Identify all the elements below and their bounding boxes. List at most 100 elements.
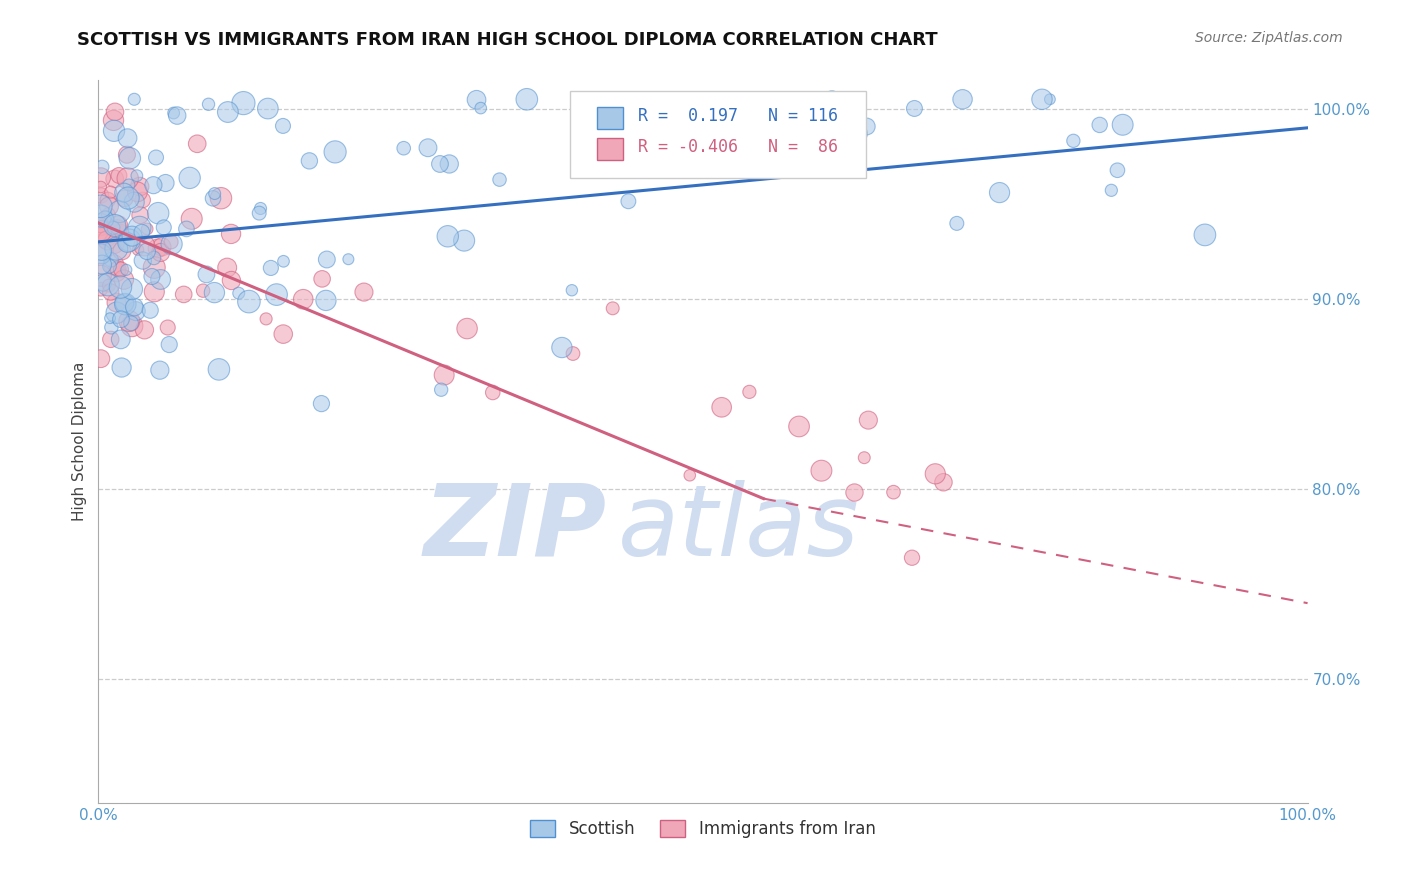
Point (132, 253, 155, 268)
Point (98, 311, 121, 326)
Point (551, 341, 574, 355)
Point (90, 218, 112, 232)
Point (136, 244, 159, 259)
Point (201, 191, 224, 205)
Point (107, 262, 129, 277)
Point (149, 272, 172, 286)
Point (124, 300, 146, 314)
Point (204, 285, 226, 300)
Point (121, 229, 143, 244)
Point (217, 260, 239, 275)
Point (110, 312, 132, 326)
Point (903, 102, 925, 116)
Point (1194, 227, 1216, 242)
Point (103, 124, 125, 138)
Point (208, 362, 231, 376)
Point (98, 260, 121, 274)
Text: R = -0.406   N =  86: R = -0.406 N = 86 (638, 138, 838, 156)
Point (98, 199, 121, 213)
Point (90, 170, 112, 185)
Point (430, 383, 453, 397)
Point (516, 92, 538, 106)
Point (337, 252, 360, 267)
Point (228, 286, 250, 301)
Point (853, 450, 876, 465)
Point (146, 241, 169, 255)
Point (90, 247, 112, 261)
Point (96, 233, 118, 247)
Point (157, 337, 180, 351)
Point (844, 485, 866, 500)
Point (254, 312, 277, 326)
Point (111, 244, 134, 258)
Point (100, 185, 122, 199)
Point (988, 186, 1011, 200)
Point (160, 235, 183, 249)
Point (197, 97, 219, 112)
Point (112, 186, 135, 200)
Point (90, 213, 112, 227)
Point (100, 285, 122, 299)
Point (315, 293, 337, 308)
Point (488, 172, 510, 186)
Point (104, 171, 127, 186)
Point (142, 178, 165, 193)
Point (298, 153, 321, 168)
Point (122, 92, 145, 106)
Point (91, 258, 114, 272)
Point (103, 258, 125, 272)
Point (1111, 118, 1133, 132)
Point (561, 283, 583, 297)
Point (247, 206, 270, 220)
Point (100, 252, 122, 267)
Point (815, 132, 838, 146)
Point (436, 229, 458, 244)
Point (90, 227, 112, 242)
Point (90, 351, 112, 366)
Point (90, 199, 112, 213)
Point (1107, 163, 1129, 178)
Point (232, 96, 254, 111)
Point (273, 254, 295, 268)
Point (112, 296, 135, 310)
Point (173, 287, 195, 301)
Point (125, 169, 148, 183)
FancyBboxPatch shape (596, 138, 623, 160)
Point (217, 105, 239, 120)
Point (118, 314, 141, 328)
Point (143, 285, 166, 299)
Point (152, 220, 174, 235)
Point (98, 278, 121, 293)
Point (136, 222, 159, 236)
Point (107, 222, 129, 236)
Point (141, 269, 163, 284)
Point (121, 282, 143, 296)
Point (271, 327, 294, 342)
Point (148, 206, 170, 220)
Point (107, 218, 129, 232)
Point (901, 550, 924, 565)
Point (946, 216, 969, 230)
Point (562, 346, 585, 360)
Point (179, 170, 201, 185)
Point (105, 295, 128, 310)
Point (114, 296, 136, 310)
Text: Source: ZipAtlas.com: Source: ZipAtlas.com (1195, 31, 1343, 45)
Point (115, 263, 138, 277)
Point (118, 151, 141, 165)
Point (134, 238, 156, 252)
Point (117, 171, 139, 186)
Point (110, 280, 132, 294)
Point (1062, 134, 1084, 148)
Point (125, 304, 148, 318)
Point (100, 320, 122, 334)
Point (821, 92, 844, 106)
Point (470, 101, 492, 115)
Point (195, 268, 218, 282)
Point (100, 332, 122, 346)
Point (91, 160, 114, 174)
Point (131, 225, 153, 239)
Point (150, 240, 173, 254)
Point (315, 252, 337, 267)
Point (855, 120, 877, 134)
